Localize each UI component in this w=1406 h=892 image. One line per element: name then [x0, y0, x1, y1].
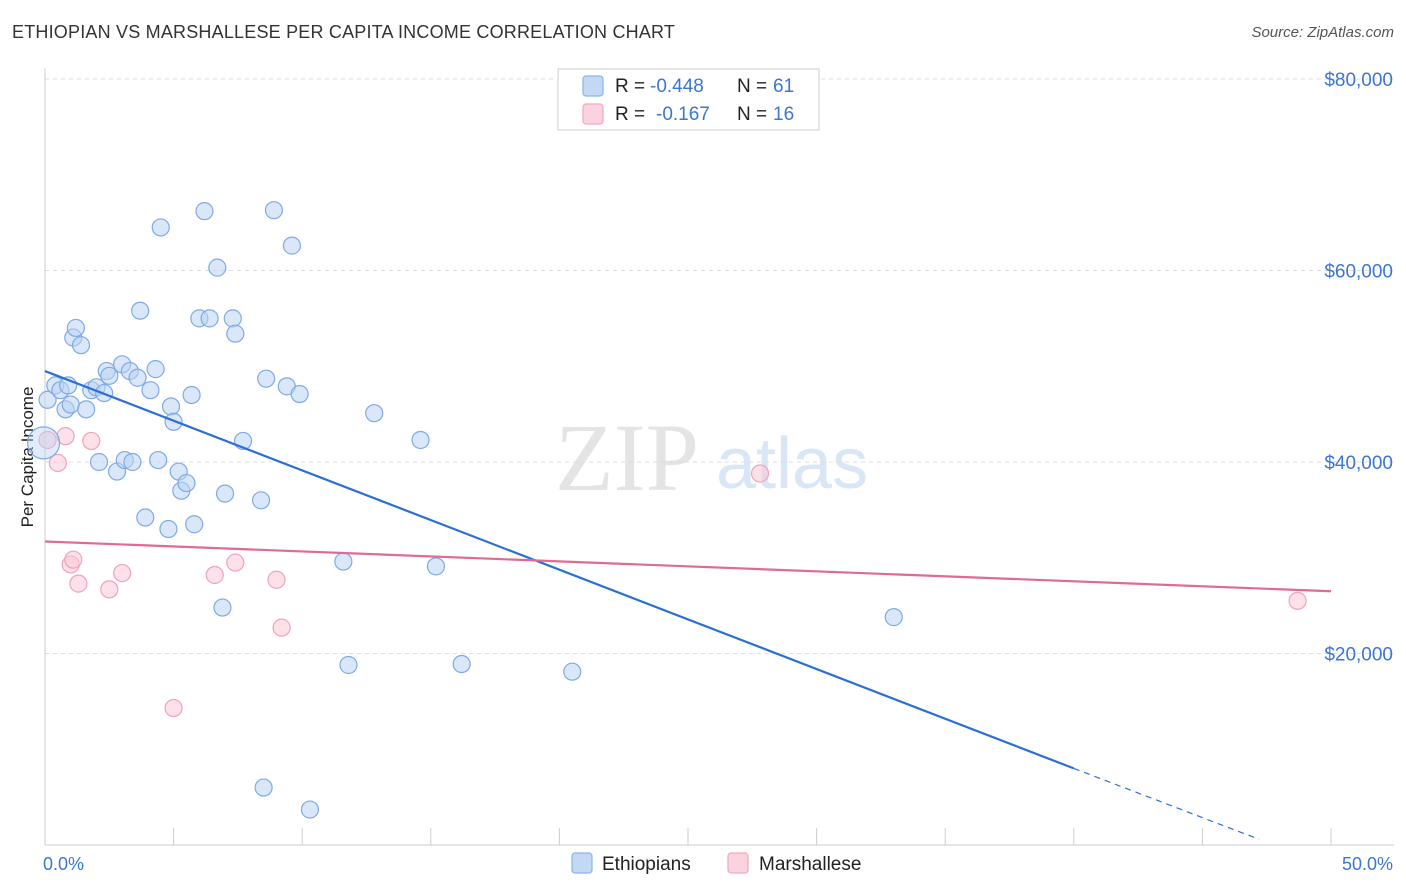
marshallese-point [64, 550, 83, 569]
marshallese-point [164, 698, 183, 718]
legend-n-label-2: N = [737, 104, 767, 125]
y-tick-label: $80,000 [1324, 70, 1393, 91]
ethiopian-point [411, 430, 430, 450]
ethiopian-point [200, 309, 219, 328]
source-label: Source: ZipAtlas.com [1251, 24, 1394, 41]
legend-swatch-ethiopians [582, 75, 604, 97]
ethiopian-point [149, 450, 168, 470]
legend-r-label-2: R = [615, 104, 645, 125]
ethiopian-point [334, 552, 353, 571]
ethiopian-point [77, 400, 96, 419]
correlation-legend: R = -0.448 N = 61 R = -0.167 N = 16 [557, 68, 820, 131]
y-axis-title: Per Capita Income [18, 387, 37, 528]
ethiopian-point [226, 324, 245, 343]
legend-r-value-2: -0.167 [656, 104, 710, 125]
ethiopian-point [38, 390, 57, 409]
x-tick-label-max: 50.0% [1342, 854, 1393, 874]
marshallese-point [113, 563, 132, 583]
ethiopian-point [123, 452, 142, 472]
legend-r-label-1: R = [615, 76, 645, 97]
trend-lines [44, 370, 1332, 840]
ethiopian-point [195, 202, 214, 221]
ethiopian-point [452, 654, 471, 674]
ethiopian-point [151, 218, 170, 237]
ethiopian-point [141, 381, 160, 400]
series-legend: Ethiopians Marshallese [571, 852, 861, 875]
ethiopian-point [177, 473, 196, 493]
watermark-zip: ZIP [555, 404, 699, 511]
bottom-legend-swatch-ethiopians [571, 852, 593, 874]
watermark: ZIP atlas [555, 404, 868, 511]
ethiopian-point [300, 800, 320, 819]
y-tick-label: $40,000 [1324, 453, 1393, 474]
marshallese-point [56, 427, 75, 446]
marshallese-point [205, 565, 224, 585]
ethiopian-point [185, 515, 204, 534]
ethiopian-point [213, 598, 232, 617]
ethiopian-point [251, 491, 271, 510]
ethiopian-point [89, 452, 109, 472]
ethiopians-trend-extension [1073, 767, 1260, 840]
marshallese-points [38, 427, 1307, 718]
ethiopian-point [66, 318, 85, 338]
ethiopian-point [182, 385, 201, 405]
ethiopian-point [100, 366, 119, 385]
legend-n-value-2: 16 [773, 104, 794, 125]
ethiopian-point [257, 369, 276, 388]
chart-title: ETHIOPIAN VS MARSHALLESE PER CAPITA INCO… [12, 22, 676, 42]
y-tick-label: $60,000 [1324, 262, 1393, 283]
marshallese-point [226, 553, 245, 572]
bottom-legend-swatch-marshallese [727, 852, 749, 874]
ethiopian-point [215, 484, 235, 503]
ethiopian-point [264, 201, 284, 220]
ethiopian-point [290, 384, 309, 404]
ethiopian-point [426, 557, 446, 576]
ethiopians-points [26, 201, 903, 819]
legend-n-label-1: N = [737, 76, 767, 97]
ethiopian-point [208, 258, 227, 277]
legend-n-value-1: 61 [773, 76, 794, 97]
ethiopian-point [146, 360, 165, 379]
ethiopian-point [223, 309, 242, 328]
marshallese-point [82, 431, 101, 451]
marshallese-point [48, 453, 67, 473]
ethiopian-point [563, 662, 582, 681]
y-tick-labels: $20,000 $40,000 $60,000 $80,000 [1324, 70, 1393, 666]
marshallese-point [750, 464, 770, 483]
bottom-legend-marshallese: Marshallese [759, 854, 861, 875]
ethiopian-point [131, 301, 150, 320]
ethiopian-point [61, 395, 80, 414]
ethiopian-point-large [26, 426, 61, 460]
ethiopian-point [136, 508, 155, 527]
x-tick-label-min: 0.0% [43, 854, 84, 874]
marshallese-point [272, 618, 291, 637]
ethiopian-point [128, 368, 147, 387]
ethiopian-point [161, 397, 181, 416]
marshallese-point [69, 574, 88, 593]
ethiopian-point [71, 336, 91, 355]
bottom-legend-ethiopians: Ethiopians [602, 854, 691, 875]
marshallese-point [1288, 591, 1307, 610]
ethiopians-trend-line [44, 370, 1075, 770]
x-ticks [44, 828, 1332, 845]
ethiopian-point [339, 655, 358, 675]
marshallese-trend-line [44, 540, 1332, 593]
ethiopian-point [254, 778, 273, 797]
marshallese-point [38, 430, 57, 450]
ethiopian-point [282, 236, 302, 255]
marshallese-point [267, 570, 286, 589]
ethiopian-point [884, 608, 903, 627]
ethiopian-point [365, 404, 384, 423]
y-tick-label: $20,000 [1324, 645, 1393, 666]
legend-swatch-marshallese [582, 103, 604, 125]
watermark-atlas: atlas [716, 424, 868, 504]
ethiopian-point [159, 519, 178, 539]
legend-r-value-1: -0.448 [650, 76, 704, 97]
marshallese-point [100, 580, 119, 599]
